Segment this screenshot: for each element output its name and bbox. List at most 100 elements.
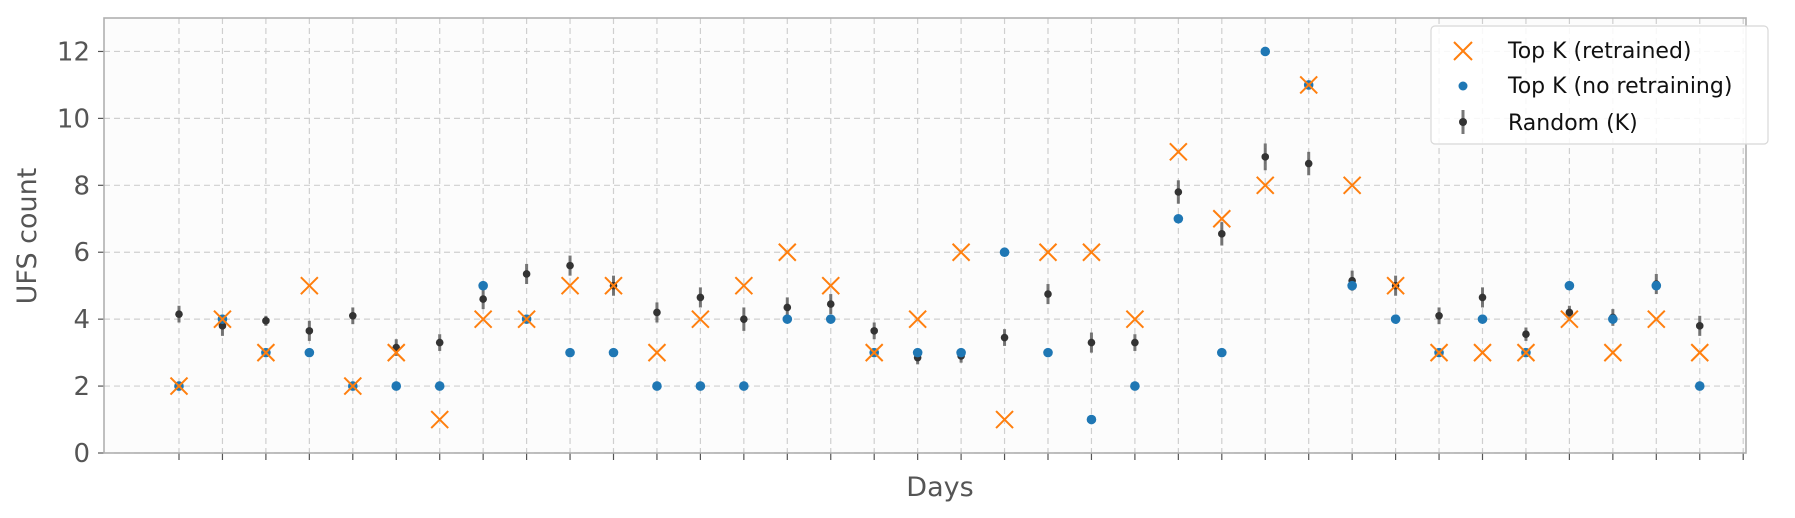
point-top-k-no-retraining	[434, 381, 445, 391]
point-top-k-retrained	[864, 343, 884, 362]
plot-frame	[103, 17, 1747, 454]
point-random-k	[1304, 151, 1313, 176]
point-random-k	[826, 294, 835, 315]
point-top-k-retrained	[1342, 176, 1362, 195]
y-tick-label: 6	[73, 238, 90, 268]
y-tick-label: 12	[57, 37, 90, 67]
point-top-k-retrained	[1212, 209, 1232, 228]
point-top-k-no-retraining	[1694, 381, 1705, 391]
point-top-k-no-retraining	[1564, 280, 1575, 291]
point-random-k	[435, 334, 444, 351]
point-top-k-no-retraining	[695, 381, 706, 391]
point-top-k-no-retraining	[1173, 213, 1184, 224]
point-random-k	[522, 263, 531, 285]
point-random-k	[1565, 305, 1574, 320]
y-tick-label: 8	[73, 171, 90, 201]
point-top-k-retrained	[1647, 309, 1666, 329]
point-random-k	[1261, 143, 1270, 171]
point-top-k-no-retraining	[1043, 347, 1053, 358]
point-top-k-retrained	[1516, 343, 1536, 362]
point-top-k-retrained	[517, 309, 536, 329]
point-top-k-retrained	[1125, 309, 1145, 329]
point-random-k	[696, 287, 705, 308]
point-top-k-no-retraining	[1347, 280, 1357, 291]
point-top-k-retrained	[1082, 243, 1101, 262]
legend-marker-no-retraining	[1458, 81, 1468, 91]
point-top-k-no-retraining	[391, 381, 402, 391]
point-top-k-no-retraining	[652, 381, 662, 391]
point-top-k-no-retraining	[1130, 381, 1140, 391]
point-top-k-retrained	[1169, 142, 1188, 162]
point-top-k-retrained	[343, 376, 363, 396]
point-top-k-retrained	[734, 276, 754, 295]
point-top-k-no-retraining	[1608, 314, 1618, 324]
point-random-k	[1000, 329, 1009, 346]
point-random-k	[1695, 315, 1704, 336]
point-top-k-no-retraining	[1651, 280, 1662, 291]
point-top-k-retrained	[821, 276, 840, 295]
y-tick-label: 10	[57, 104, 90, 134]
legend-label-retrained: Top K (retrained)	[1507, 39, 1692, 64]
point-top-k-no-retraining	[912, 347, 923, 358]
point-top-k-retrained	[1690, 343, 1709, 362]
point-random-k	[349, 307, 357, 325]
point-top-k-retrained	[647, 343, 667, 362]
y-tick-label: 4	[73, 305, 90, 335]
point-random-k	[870, 322, 878, 340]
point-top-k-retrained	[951, 243, 971, 262]
point-top-k-retrained	[908, 309, 927, 329]
point-random-k	[1044, 284, 1052, 305]
point-top-k-no-retraining	[1217, 347, 1227, 358]
point-top-k-retrained	[387, 343, 406, 362]
point-random-k	[1174, 180, 1183, 204]
point-top-k-retrained	[778, 243, 797, 262]
legend-label-random: Random (K)	[1508, 111, 1638, 136]
point-random-k	[1478, 287, 1487, 308]
point-random-k	[740, 307, 748, 331]
point-top-k-retrained	[1429, 343, 1449, 362]
point-top-k-retrained	[691, 309, 710, 329]
point-top-k-no-retraining	[825, 314, 836, 324]
point-random-k	[305, 320, 314, 341]
point-top-k-no-retraining	[1086, 414, 1097, 425]
point-top-k-no-retraining	[782, 314, 793, 324]
grid	[104, 18, 1746, 454]
point-top-k-no-retraining	[565, 347, 575, 358]
point-random-k	[1087, 332, 1096, 353]
point-top-k-retrained	[1473, 343, 1492, 362]
point-top-k-retrained	[169, 376, 189, 396]
point-top-k-no-retraining	[739, 381, 749, 391]
legend-box	[1430, 25, 1769, 145]
y-axis-label: UFS count	[12, 168, 43, 305]
point-top-k-retrained	[473, 309, 493, 329]
point-top-k-retrained	[1560, 309, 1579, 329]
point-top-k-no-retraining	[999, 247, 1010, 258]
point-top-k-no-retraining	[608, 347, 619, 358]
tick-marks	[98, 50, 1744, 460]
point-top-k-retrained	[560, 276, 580, 295]
point-top-k-retrained	[430, 410, 449, 429]
point-top-k-retrained	[213, 309, 232, 329]
data-marks	[169, 46, 1709, 429]
point-random-k	[1131, 334, 1139, 351]
legend: Top K (retrained) Top K (no retraining) …	[1430, 25, 1769, 145]
point-top-k-retrained	[1386, 276, 1405, 295]
point-top-k-retrained	[1603, 343, 1623, 362]
point-top-k-no-retraining	[956, 347, 966, 358]
point-random-k	[1522, 327, 1530, 341]
point-random-k	[653, 302, 661, 323]
y-tick-label: 2	[73, 372, 90, 402]
legend-marker-retrained	[1453, 41, 1473, 61]
legend-label-no-retraining: Top K (no retraining)	[1507, 74, 1732, 99]
point-random-k	[1435, 307, 1443, 325]
y-tick-label: 0	[73, 439, 90, 469]
point-random-k	[262, 315, 270, 326]
point-top-k-no-retraining	[1477, 314, 1488, 324]
point-top-k-retrained	[256, 343, 276, 362]
point-top-k-retrained	[1256, 176, 1275, 195]
point-top-k-no-retraining	[478, 280, 488, 291]
point-top-k-no-retraining	[304, 347, 315, 358]
point-random-k	[1218, 222, 1226, 246]
